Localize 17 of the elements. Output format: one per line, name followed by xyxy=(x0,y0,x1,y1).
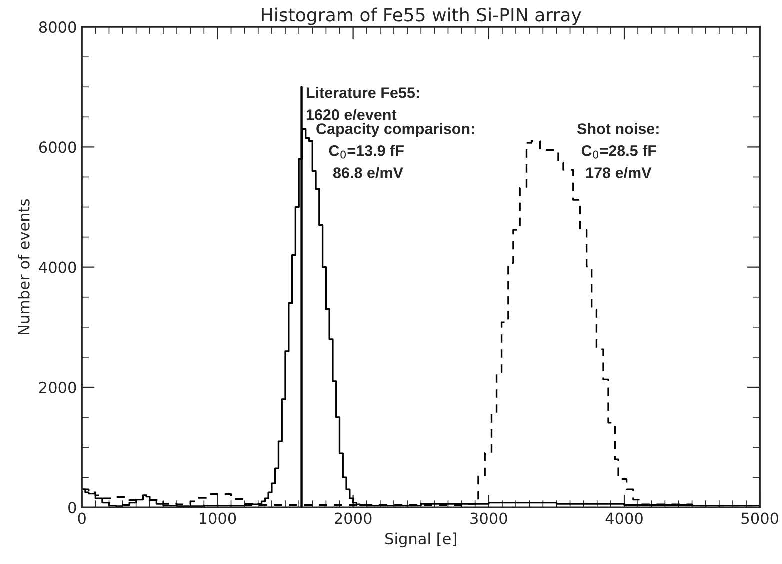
annotation: Literature Fe55: 1620 e/event xyxy=(306,87,420,121)
y-tick-label: 0 xyxy=(68,502,76,514)
chart-title: Histogram of Fe55 with Si-PIN array xyxy=(262,8,582,26)
x-axis-title: Signal [e] xyxy=(386,532,456,548)
y-tick-label: 8000 xyxy=(39,22,76,34)
x-tick-label: 0 xyxy=(78,512,86,524)
annotation: Shot noise: C$_{0}$=28.5 fF 178 e/mV xyxy=(577,123,659,179)
x-tick-label: 3000 xyxy=(470,512,508,524)
x-tick-label: 2000 xyxy=(334,512,372,524)
x-tick-label: 5000 xyxy=(742,512,779,524)
y-tick-label: 4000 xyxy=(39,262,76,274)
x-tick-label: 4000 xyxy=(606,512,643,524)
y-axis-title: Number of events xyxy=(18,199,30,334)
y-tick-label: 2000 xyxy=(39,382,76,394)
annotation: Capacity comparison: C$_{0}$=13.9 fF 86.8 e/mV xyxy=(316,123,474,179)
x-tick-label: 1000 xyxy=(200,512,236,524)
y-tick-label: 6000 xyxy=(39,142,76,154)
